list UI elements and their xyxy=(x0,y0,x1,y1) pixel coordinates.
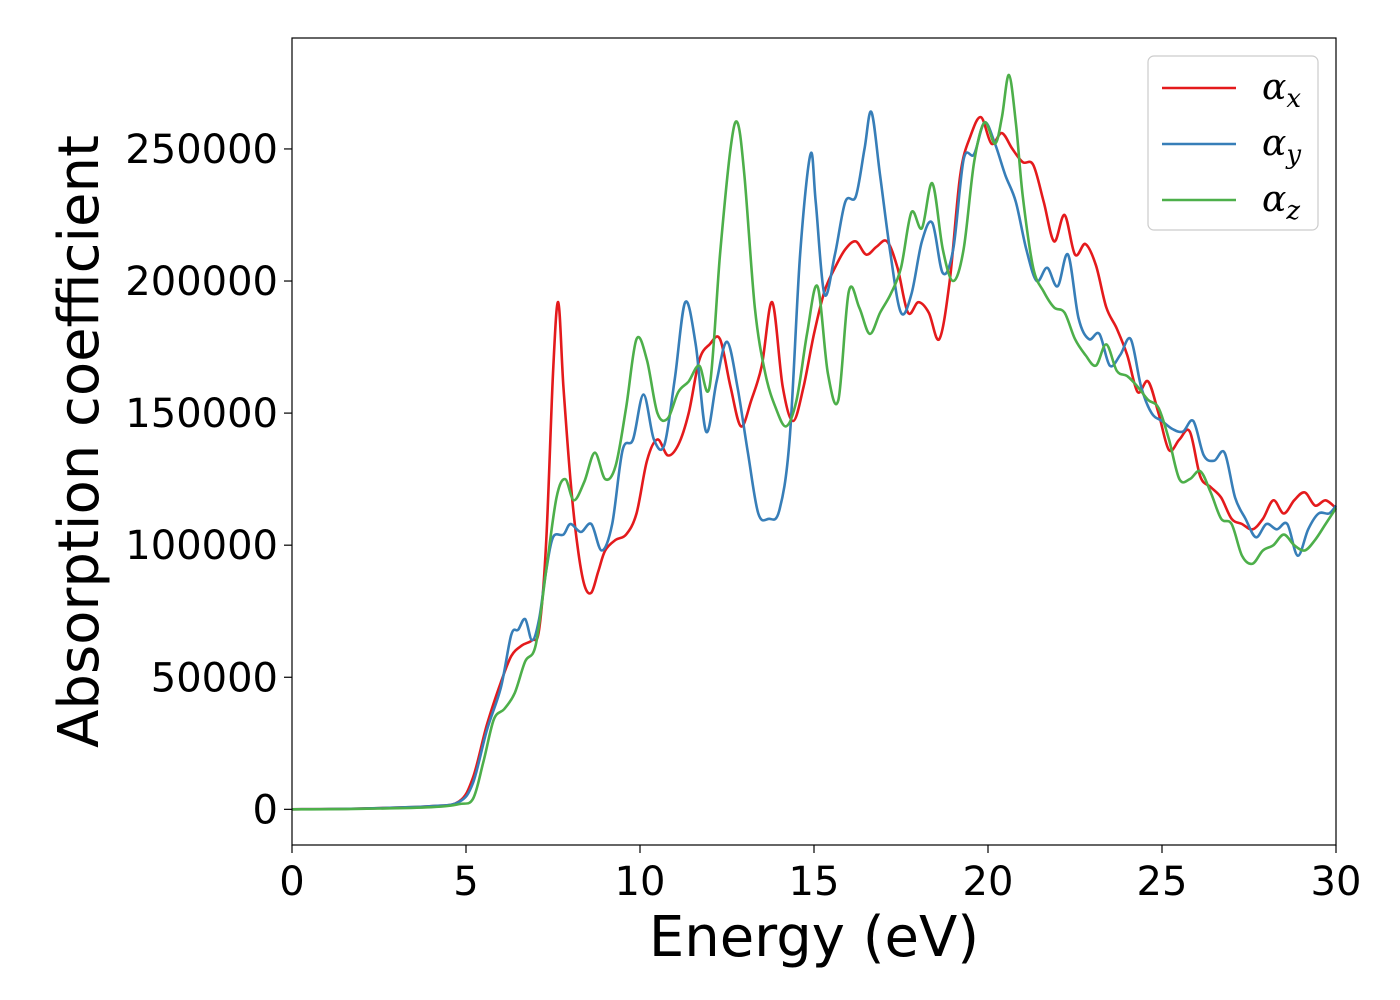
y-tick-label: 150000 xyxy=(125,391,278,437)
series-layer xyxy=(291,73,1338,811)
ticks-layer: 0 5 10 15 20 25 30 0 50000 100000 150000 200000 2500… xyxy=(125,127,1361,905)
y-tick-label: 200000 xyxy=(125,259,278,305)
y-axis-label: Absorption coefficient xyxy=(47,135,112,748)
y-tick-label: 100000 xyxy=(125,523,278,569)
series-line-alpha-z xyxy=(291,73,1338,811)
series-line-alpha-y xyxy=(291,110,1338,811)
legend: αx αy αz xyxy=(1147,55,1319,231)
legend-label-alpha-y: αy xyxy=(1262,123,1301,170)
x-tick-label: 30 xyxy=(1311,859,1362,905)
legend-label-alpha-x: αx xyxy=(1262,67,1301,114)
legend-label-alpha-z: αz xyxy=(1262,179,1300,226)
y-tick-label: 0 xyxy=(253,787,278,833)
y-tick-label: 250000 xyxy=(125,127,278,173)
x-tick-label: 15 xyxy=(789,859,840,905)
series-line-alpha-x xyxy=(291,115,1337,811)
x-tick-label: 25 xyxy=(1137,859,1188,905)
x-axis-label: Energy (eV) xyxy=(649,905,979,970)
x-tick-label: 5 xyxy=(453,859,478,905)
y-tick-label: 50000 xyxy=(151,655,278,701)
x-tick-label: 20 xyxy=(963,859,1014,905)
x-tick-label: 10 xyxy=(615,859,666,905)
x-tick-label: 0 xyxy=(279,859,304,905)
